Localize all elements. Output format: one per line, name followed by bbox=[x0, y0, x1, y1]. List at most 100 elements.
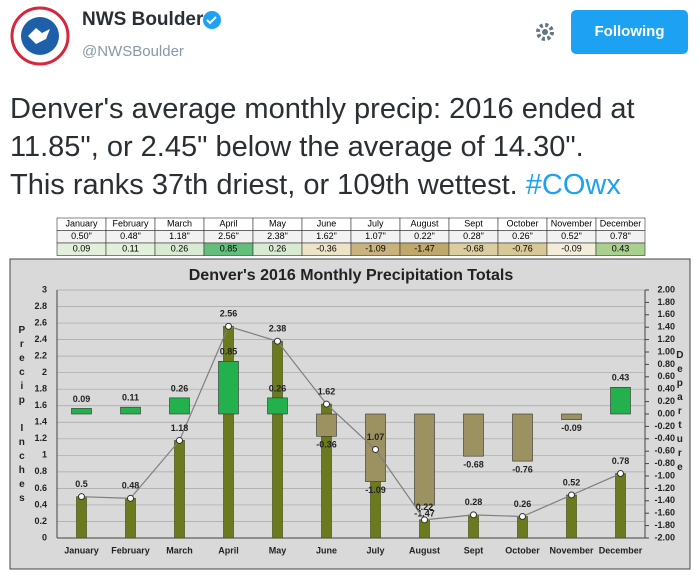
y-tick-label: 0.8 bbox=[34, 466, 47, 476]
x-tick-label: August bbox=[409, 545, 440, 555]
x-tick-label: Sept bbox=[464, 545, 484, 555]
departure-bar bbox=[267, 397, 288, 415]
precip-label: 0.78 bbox=[612, 456, 630, 466]
departure-bar bbox=[120, 406, 141, 415]
departure-bar bbox=[218, 360, 239, 415]
precip-label: 0.22 bbox=[416, 502, 434, 512]
table-value: 0.52" bbox=[561, 231, 582, 241]
account-name[interactable]: NWS Boulder bbox=[82, 9, 204, 30]
x-tick-label: January bbox=[64, 545, 99, 555]
avatar[interactable] bbox=[10, 6, 70, 66]
y2-axis-label: Departure bbox=[674, 350, 685, 476]
precip-label: 0.48 bbox=[122, 481, 140, 491]
y-tick-label: 2.4 bbox=[34, 334, 47, 344]
settings-icon[interactable] bbox=[536, 23, 554, 41]
table-value: -1.47 bbox=[414, 244, 435, 254]
precip-marker bbox=[225, 322, 232, 330]
y2-tick-label: 0.40 bbox=[657, 384, 675, 394]
precip-bar bbox=[566, 494, 577, 539]
x-tick-label: November bbox=[549, 545, 594, 555]
x-tick-label: March bbox=[166, 545, 193, 555]
precip-label: 0.28 bbox=[465, 497, 483, 507]
x-tick-label: July bbox=[366, 545, 384, 555]
departure-label: 0.09 bbox=[73, 394, 91, 404]
table-header: December bbox=[600, 219, 642, 229]
y2-tick-label: -1.40 bbox=[654, 495, 675, 505]
x-tick-label: May bbox=[269, 545, 287, 555]
y2-tick-label: 1.00 bbox=[657, 346, 675, 356]
precip-marker bbox=[470, 511, 477, 519]
y2-tick-label: -0.40 bbox=[654, 433, 675, 443]
plot-area bbox=[57, 290, 645, 538]
precip-bar bbox=[76, 496, 87, 539]
table-value: 0.78" bbox=[610, 231, 631, 241]
y2-tick-label: 1.20 bbox=[657, 334, 675, 344]
precip-marker bbox=[78, 493, 85, 501]
table-value: 2.38" bbox=[267, 231, 288, 241]
y2-tick-label: 0.80 bbox=[657, 359, 675, 369]
y2-tick-label: 1.60 bbox=[657, 309, 675, 319]
precip-label: 0.26 bbox=[514, 499, 532, 509]
table-value: 0.11 bbox=[122, 244, 139, 254]
y2-tick-label: 0.00 bbox=[657, 408, 675, 418]
precip-bar bbox=[125, 498, 136, 539]
precip-label: 2.38 bbox=[269, 324, 287, 334]
data-table: January 0.50" 0.09 February 0.48" 0.11 March 1.… bbox=[56, 217, 646, 256]
y2-tick-label: 0.20 bbox=[657, 396, 675, 406]
plot: 0 0.2 0.4 0.6 0.8 1 1.2 1.4 1.6 1.8 2 2.2 2.4 2.6 2.8 3… bbox=[34, 284, 675, 555]
y-tick-label: 1.4 bbox=[34, 417, 47, 427]
precip-marker bbox=[127, 494, 134, 502]
table-header: January bbox=[65, 219, 98, 229]
table-header: June bbox=[317, 219, 337, 229]
y2-tick-label: 0.60 bbox=[657, 371, 675, 381]
precip-marker bbox=[568, 491, 575, 499]
y-tick-label: 0.2 bbox=[34, 516, 47, 526]
precip-label: 1.18 bbox=[171, 423, 189, 433]
y2-tick-label: 2.00 bbox=[657, 284, 675, 294]
y-tick-label: 1 bbox=[42, 450, 47, 460]
y-tick-label: 0.4 bbox=[34, 499, 47, 509]
departure-label: -0.09 bbox=[561, 423, 582, 433]
table-header: November bbox=[551, 219, 593, 229]
table-header: May bbox=[269, 219, 287, 229]
follow-button-label[interactable]: Following bbox=[595, 23, 665, 40]
y2-tick-label: -0.20 bbox=[654, 421, 675, 431]
y2-tick-label: -2.00 bbox=[654, 532, 675, 542]
tweet-text: This ranks 37th driest, or 109th wettest… bbox=[10, 169, 518, 201]
hashtag[interactable]: #COwx bbox=[526, 169, 622, 201]
x-tick-label: June bbox=[316, 545, 337, 555]
y2-tick-label: 1.40 bbox=[657, 322, 675, 332]
departure-label: 0.26 bbox=[171, 383, 189, 393]
precip-line bbox=[81, 325, 621, 521]
departure-label: -1.09 bbox=[365, 485, 386, 495]
y-tick-label: 2 bbox=[42, 367, 47, 377]
tweet-line: 11.85", or 2.45" below the average of 14… bbox=[10, 131, 584, 163]
y-tick-label: 1.2 bbox=[34, 433, 47, 443]
precip-bar bbox=[174, 440, 185, 539]
departure-bar bbox=[316, 413, 337, 437]
y2-tick-label: -1.80 bbox=[654, 520, 675, 530]
chart-title: Denver's 2016 Monthly Precipitation Tota… bbox=[189, 267, 514, 284]
table-value: 0.50" bbox=[71, 231, 92, 241]
departure-bar bbox=[71, 408, 92, 415]
y-axis-label: Precip Inches bbox=[16, 325, 27, 507]
tweet-line: Denver's average monthly precip: 2016 en… bbox=[10, 93, 635, 125]
x-tick-label: December bbox=[599, 545, 643, 555]
precip-label: 0.5 bbox=[75, 479, 88, 489]
account-handle[interactable]: @NWSBoulder bbox=[82, 43, 184, 60]
table-value: 0.09 bbox=[73, 244, 91, 254]
tweet-line: This ranks 37th driest, or 109th wettest… bbox=[10, 169, 621, 201]
departure-label: 0.26 bbox=[269, 383, 287, 393]
follow-button[interactable] bbox=[571, 10, 688, 54]
departure-bar bbox=[463, 413, 484, 457]
x-tick-label: October bbox=[505, 545, 540, 555]
precip-bar bbox=[272, 340, 283, 539]
table-value: 1.07" bbox=[365, 231, 386, 241]
table-value: -0.36 bbox=[316, 244, 337, 254]
y-tick-label: 2.6 bbox=[34, 317, 47, 327]
precip-label: 1.62 bbox=[318, 386, 336, 396]
table-value: 0.48" bbox=[120, 231, 141, 241]
table-value: 0.85 bbox=[220, 244, 238, 254]
table-header: August bbox=[410, 219, 439, 229]
